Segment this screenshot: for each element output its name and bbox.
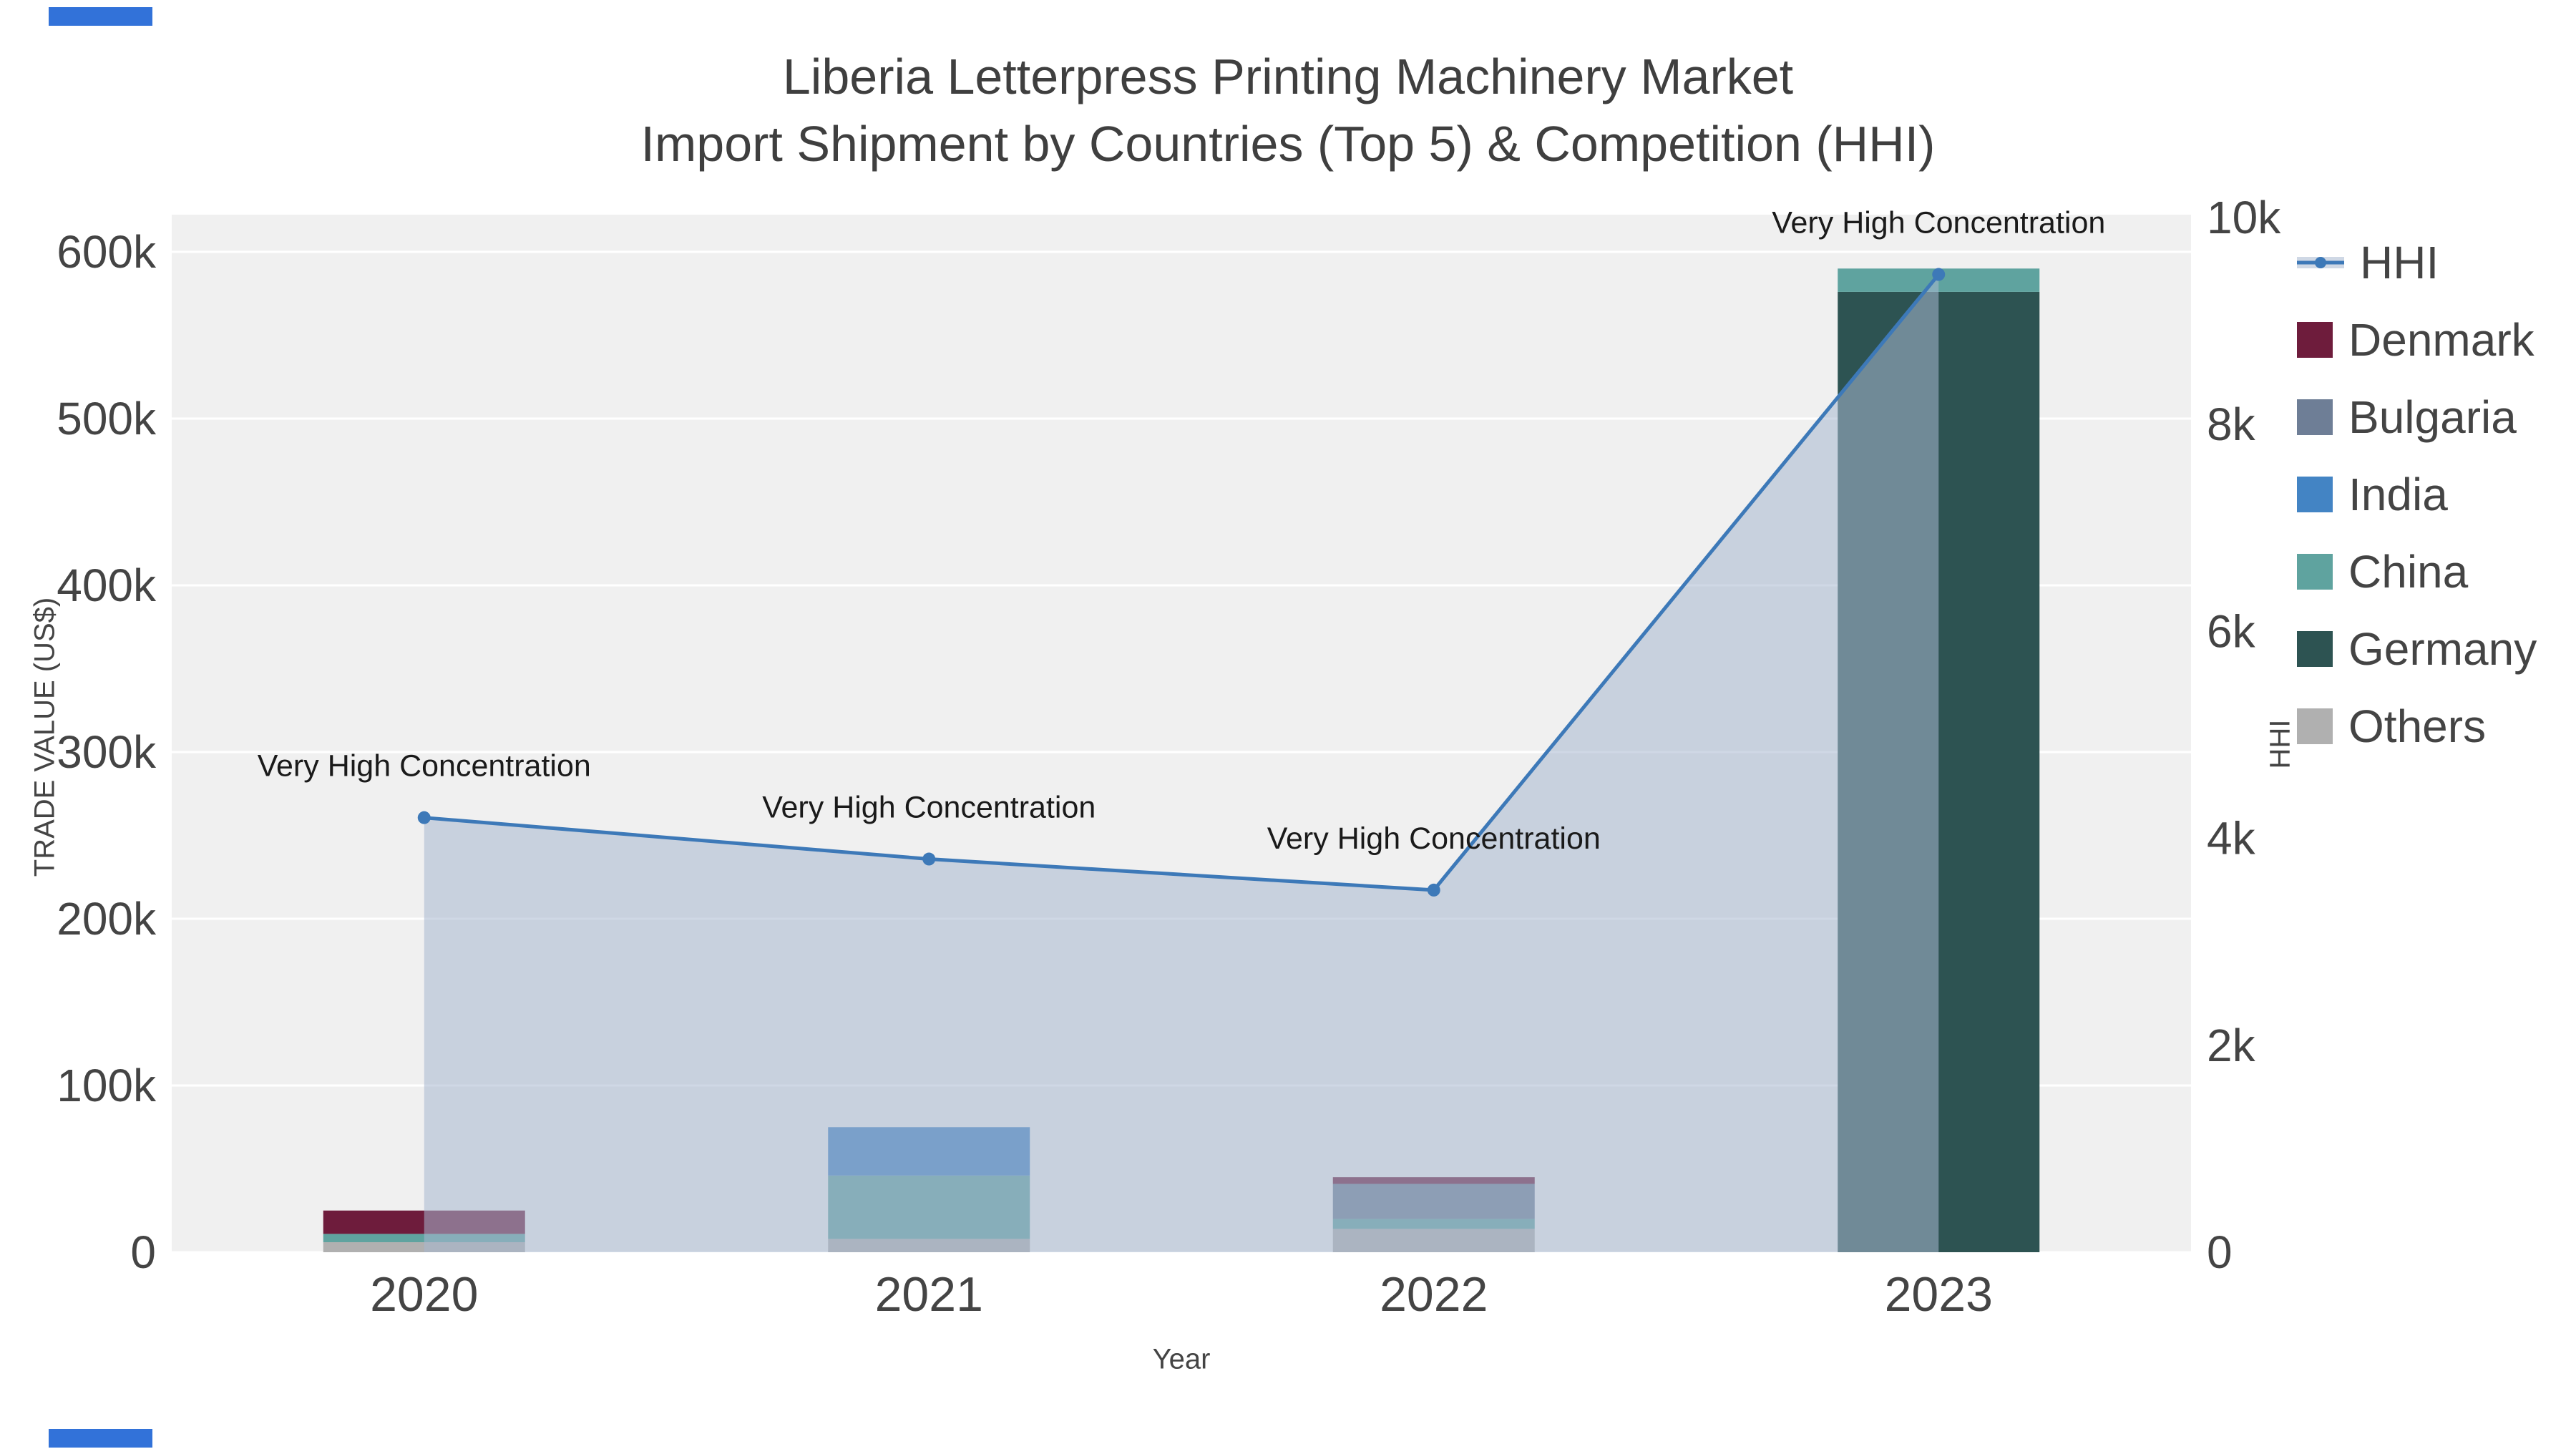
y-right-tick-label: 6k bbox=[2207, 605, 2256, 657]
y-right-tick-label: 2k bbox=[2207, 1020, 2256, 1071]
chart-title-line2: Import Shipment by Countries (Top 5) & C… bbox=[640, 116, 1936, 172]
y-right-tick-label: 10k bbox=[2207, 192, 2281, 243]
hhi-line bbox=[424, 273, 1941, 892]
legend-label: Bulgaria bbox=[2348, 391, 2517, 443]
y-left-tick-label: 600k bbox=[57, 226, 157, 278]
legend-item-others[interactable]: Others bbox=[2297, 700, 2537, 753]
legend-item-germany[interactable]: Germany bbox=[2297, 623, 2537, 675]
decoration-strip-bottom bbox=[49, 1429, 152, 1448]
legend-item-china[interactable]: China bbox=[2297, 545, 2537, 598]
x-tick-label: 2021 bbox=[875, 1267, 983, 1322]
legend-line-swatch bbox=[2297, 257, 2344, 268]
legend-label: HHI bbox=[2360, 237, 2439, 288]
legend-color-swatch bbox=[2297, 554, 2333, 590]
legend-color-swatch bbox=[2297, 399, 2333, 435]
legend-label: Others bbox=[2348, 701, 2487, 752]
y-left-tick-label: 0 bbox=[130, 1226, 156, 1278]
chart-title-line1: Liberia Letterpress Printing Machinery M… bbox=[782, 49, 1794, 104]
y-left-tick-label: 100k bbox=[57, 1060, 157, 1111]
y-left-tick-label: 500k bbox=[57, 393, 157, 444]
legend: HHI Denmark Bulgaria India China Germany Other… bbox=[2297, 236, 2537, 753]
y-right-tick-label: 0 bbox=[2207, 1226, 2233, 1278]
annotation: Very High Concentration bbox=[1267, 821, 1601, 856]
chart-title: Liberia Letterpress Printing Machinery M… bbox=[0, 43, 2576, 177]
legend-item-bulgaria[interactable]: Bulgaria bbox=[2297, 391, 2537, 444]
legend-label: Germany bbox=[2348, 623, 2537, 675]
legend-color-swatch bbox=[2297, 708, 2333, 744]
hhi-marker-2022 bbox=[1427, 883, 1440, 897]
legend-color-swatch bbox=[2297, 322, 2333, 358]
y-right-tick-label: 4k bbox=[2207, 813, 2256, 864]
legend-color-swatch bbox=[2297, 631, 2333, 667]
legend-label: Denmark bbox=[2348, 314, 2534, 366]
x-tick-label: 2023 bbox=[1885, 1267, 1993, 1322]
hhi-marker-2020 bbox=[417, 811, 431, 824]
x-axis-title: Year bbox=[1152, 1343, 1211, 1375]
legend-item-hhi[interactable]: HHI bbox=[2297, 236, 2537, 289]
annotation: Very High Concentration bbox=[1772, 206, 2105, 240]
y-right-tick-label: 8k bbox=[2207, 399, 2256, 450]
legend-item-denmark[interactable]: Denmark bbox=[2297, 313, 2537, 366]
legend-item-india[interactable]: India bbox=[2297, 468, 2537, 521]
legend-color-swatch bbox=[2297, 477, 2333, 512]
y-left-tick-label: 200k bbox=[57, 893, 157, 945]
y-axis-title-left: TRADE VALUE (US$) bbox=[29, 597, 61, 877]
hhi-area-fill bbox=[424, 274, 1939, 1252]
annotation: Very High Concentration bbox=[258, 749, 591, 784]
legend-label: India bbox=[2348, 469, 2448, 520]
y-left-tick-label: 300k bbox=[57, 726, 157, 778]
x-tick-label: 2022 bbox=[1380, 1267, 1488, 1322]
decoration-strip-top bbox=[49, 7, 152, 26]
annotation: Very High Concentration bbox=[762, 791, 1096, 825]
hhi-marker-2023 bbox=[1932, 268, 1946, 281]
x-tick-label: 2020 bbox=[370, 1267, 478, 1322]
y-axis-title-right: HHI bbox=[2264, 719, 2296, 769]
y-left-tick-label: 400k bbox=[57, 560, 157, 611]
legend-label: China bbox=[2348, 546, 2469, 597]
hhi-marker-2021 bbox=[922, 852, 936, 866]
